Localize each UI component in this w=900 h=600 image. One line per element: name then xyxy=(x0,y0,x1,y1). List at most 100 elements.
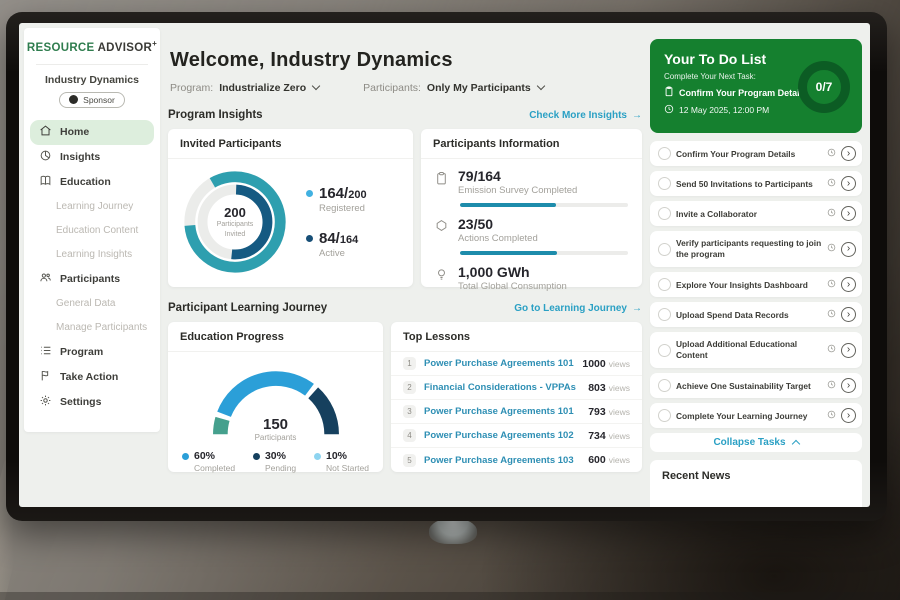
page-title: Welcome, Industry Dynamics xyxy=(170,49,453,71)
program-filter[interactable]: Program: Industrialize Zero xyxy=(170,81,321,94)
clock-icon xyxy=(827,243,836,255)
lesson-row: 3 Power Purchase Agreements 101 793 views xyxy=(391,400,642,424)
sidebar-item-learning-journey[interactable]: Learning Journey xyxy=(24,195,160,219)
lesson-link[interactable]: Power Purchase Agreements 101 xyxy=(424,406,574,417)
sponsor-badge[interactable]: Sponsor xyxy=(59,91,125,108)
education-gauge-chart: 150 Participants xyxy=(201,360,351,442)
todo-item-label: Upload Spend Data Records xyxy=(676,309,789,320)
sidebar-item-education[interactable]: Education xyxy=(30,170,154,195)
views-word: views xyxy=(608,358,630,369)
lesson-rank: 2 xyxy=(403,381,416,394)
sidebar-item-settings[interactable]: Settings xyxy=(30,390,154,415)
card-title: Top Lessons xyxy=(391,322,642,352)
todo-item[interactable]: Upload Additional Educational Content xyxy=(650,332,862,368)
clock-icon xyxy=(827,148,836,160)
todo-item[interactable]: Explore Your Insights Dashboard xyxy=(650,272,862,297)
collapse-tasks-label: Collapse Tasks xyxy=(713,437,786,448)
sidebar-item-label: Insights xyxy=(60,151,101,164)
participants-filter[interactable]: Participants: Only My Participants xyxy=(363,81,546,94)
lesson-link[interactable]: Power Purchase Agreements 103 xyxy=(424,454,574,466)
sidebar-item-program[interactable]: Program xyxy=(30,340,154,365)
task-checkbox[interactable] xyxy=(658,343,671,357)
card-title: Education Progress xyxy=(168,322,383,352)
legend-active: 84/164 Active xyxy=(306,230,367,259)
consumption-icon xyxy=(435,264,448,285)
chevron-right-button[interactable] xyxy=(841,277,856,292)
chevron-right-button[interactable] xyxy=(841,378,856,393)
sidebar-item-participants[interactable]: Participants xyxy=(30,267,154,292)
dashboard-screen: RESOURCE ADVISOR+ Industry Dynamics Spon… xyxy=(19,23,870,507)
legend-total: 164 xyxy=(339,234,359,246)
chevron-right-button[interactable] xyxy=(841,206,856,221)
legend-dot xyxy=(252,452,260,460)
sidebar-nav: Home Insights Education Learning Journey… xyxy=(24,119,160,415)
todo-item-label: Explore Your Insights Dashboard xyxy=(676,279,808,290)
task-checkbox[interactable] xyxy=(658,242,671,256)
todo-item[interactable]: Invite a Collaborator xyxy=(650,201,862,226)
app-logo: RESOURCE ADVISOR+ xyxy=(24,28,160,54)
legend-pct: 60% xyxy=(194,450,216,462)
lesson-link[interactable]: Financial Considerations - VPPAs xyxy=(424,382,576,393)
desk-edge xyxy=(0,592,900,600)
todo-item-label: Achieve One Sustainability Target xyxy=(676,380,811,391)
gauge-center-value: 150 xyxy=(262,416,289,433)
sidebar-item-learning-insights[interactable]: Learning Insights xyxy=(24,243,160,267)
chevron-right-button[interactable] xyxy=(841,241,856,257)
views-word: views xyxy=(608,430,630,441)
sidebar-item-label: Learning Insights xyxy=(56,249,133,261)
lesson-rank: 4 xyxy=(403,429,416,442)
sidebar-item-education-content[interactable]: Education Content xyxy=(24,219,160,243)
program-filter-value: Industrialize Zero xyxy=(219,82,307,94)
section-title-learning-journey: Participant Learning Journey xyxy=(168,302,328,314)
lesson-link[interactable]: Power Purchase Agreements 101 xyxy=(424,358,574,369)
collapse-tasks-button[interactable]: Collapse Tasks xyxy=(650,433,862,452)
todo-item[interactable]: Achieve One Sustainability Target xyxy=(650,373,862,398)
todo-item[interactable]: Confirm Your Program Details xyxy=(650,141,862,166)
chevron-right-button[interactable] xyxy=(841,408,856,423)
task-checkbox[interactable] xyxy=(658,147,671,160)
todo-item[interactable]: Send 50 Invitations to Participants xyxy=(650,171,862,196)
task-checkbox[interactable] xyxy=(658,379,671,392)
task-checkbox[interactable] xyxy=(658,177,671,190)
todo-due-date: 12 May 2025, 12:00 PM xyxy=(679,105,770,115)
todo-item-label: Verify participants requesting to join t… xyxy=(676,238,822,259)
todo-item[interactable]: Verify participants requesting to join t… xyxy=(650,231,862,267)
sidebar-item-take-action[interactable]: Take Action xyxy=(30,365,154,390)
legend-completed: 60% Completed xyxy=(182,450,235,473)
chevron-right-button[interactable] xyxy=(841,342,856,358)
chevron-right-button[interactable] xyxy=(841,307,856,322)
todo-item[interactable]: Upload Spend Data Records xyxy=(650,302,862,327)
check-more-insights-link[interactable]: Check More Insights xyxy=(529,110,642,121)
sidebar-item-general-data[interactable]: General Data xyxy=(24,292,160,316)
sidebar-item-home[interactable]: Home xyxy=(30,119,154,145)
donut-center-label: Invited xyxy=(224,230,246,238)
todo-title: Your To Do List xyxy=(664,51,767,67)
task-checkbox[interactable] xyxy=(658,278,671,291)
donut-center-value: 200 xyxy=(224,205,246,221)
legend-pct: 30% xyxy=(264,450,286,462)
lesson-row: 2 Financial Considerations - VPPAs 803 vi… xyxy=(391,376,642,400)
task-checkbox[interactable] xyxy=(658,207,671,220)
sidebar-item-label: Take Action xyxy=(60,371,119,384)
sidebar-item-label: Settings xyxy=(60,396,102,409)
todo-next-task: Confirm Your Program Details xyxy=(679,87,808,98)
sidebar-item-manage-participants[interactable]: Manage Participants xyxy=(24,316,160,340)
legend-dot xyxy=(306,235,313,242)
chevron-up-icon xyxy=(791,439,800,449)
todo-item-label: Send 50 Invitations to Participants xyxy=(676,178,813,189)
sidebar-item-label: Manage Participants xyxy=(56,322,148,334)
sidebar-item-insights[interactable]: Insights xyxy=(30,145,154,170)
sponsor-icon xyxy=(69,95,79,105)
chevron-down-icon xyxy=(536,81,546,91)
chevron-right-button[interactable] xyxy=(841,146,856,161)
clock-icon xyxy=(664,104,674,116)
chevron-right-button[interactable] xyxy=(841,176,856,191)
task-checkbox[interactable] xyxy=(658,308,671,321)
program-filter-label: Program: xyxy=(170,82,214,94)
legend-value: 84/ xyxy=(319,230,340,247)
logo-secondary: ADVISOR xyxy=(97,41,153,54)
todo-item[interactable]: Complete Your Learning Journey xyxy=(650,403,862,428)
task-checkbox[interactable] xyxy=(658,409,671,422)
lesson-link[interactable]: Power Purchase Agreements 102 xyxy=(424,430,574,441)
go-to-learning-journey-link[interactable]: Go to Learning Journey xyxy=(514,303,642,314)
